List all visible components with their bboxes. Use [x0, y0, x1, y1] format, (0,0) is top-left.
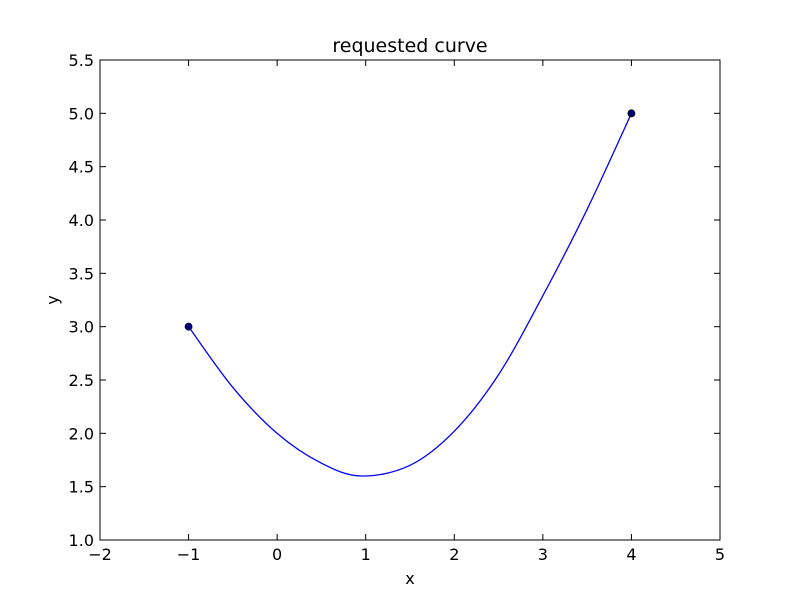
y-tick-label: 2.0	[69, 424, 94, 443]
data-point	[184, 322, 193, 331]
y-axis-label: y	[43, 295, 62, 304]
data-point	[627, 109, 636, 118]
x-tick-label: 5	[715, 545, 725, 564]
y-tick-label: 3.0	[69, 318, 94, 337]
y-tick-label: 5.5	[69, 51, 94, 70]
y-tick-label: 3.5	[69, 264, 94, 283]
x-tick-label: 0	[272, 545, 282, 564]
y-tick-label: 4.0	[69, 211, 94, 230]
x-tick-label: 3	[538, 545, 548, 564]
y-tick-label: 1.5	[69, 478, 94, 497]
y-tick-label: 1.0	[69, 531, 94, 550]
y-tick-label: 5.0	[69, 104, 94, 123]
plot-area-background	[100, 60, 720, 540]
chart-title: requested curve	[332, 35, 487, 57]
points-layer	[184, 109, 636, 331]
y-axis-ticks: 1.0 1.5 2.0 2.5 3.0 3.5 4.0 4.5 5.0 5.5	[69, 51, 720, 550]
x-tick-label: −1	[177, 545, 201, 564]
series-layer	[188, 113, 633, 477]
x-tick-label: −2	[88, 545, 112, 564]
series-line	[188, 113, 633, 477]
x-axis-label: x	[405, 569, 414, 588]
x-tick-label: 2	[449, 545, 459, 564]
y-tick-label: 4.5	[69, 158, 94, 177]
x-tick-label: 4	[626, 545, 636, 564]
plot-frame	[99, 59, 721, 541]
x-tick-label: 1	[361, 545, 371, 564]
y-tick-label: 2.5	[69, 371, 94, 390]
